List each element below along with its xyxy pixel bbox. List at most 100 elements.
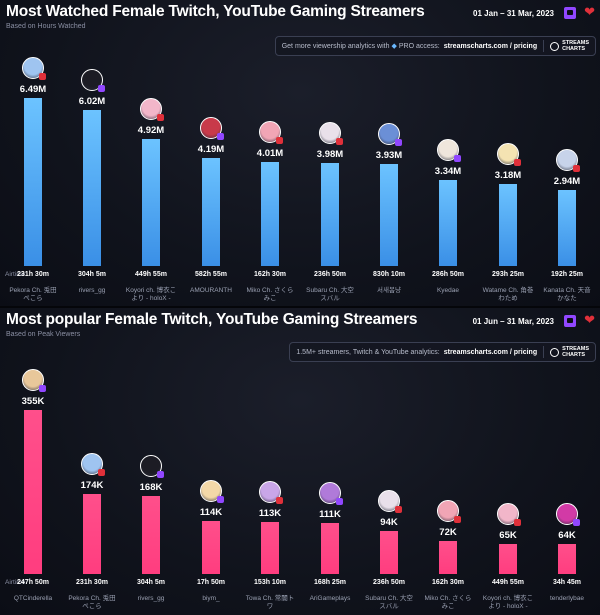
promo-link[interactable]: streamscharts.com / pricing: [443, 348, 538, 356]
bar-value-label: 4.92M: [137, 125, 165, 136]
promo-divider: [543, 346, 545, 358]
streamer-name: Koyori ch. 博衣こより - holoX -: [482, 595, 534, 610]
chart-panel-hours-watched: Most Watched Female Twitch, YouTube Gami…: [0, 0, 600, 307]
bar[interactable]: [83, 494, 101, 574]
platform-badge-icon: [454, 155, 461, 162]
streamer-avatar[interactable]: [81, 453, 103, 475]
bar[interactable]: [24, 98, 42, 266]
streamer-avatar[interactable]: [556, 503, 578, 525]
bar[interactable]: [439, 541, 457, 574]
streamer-name: Kanata Ch. 天音かなた: [543, 287, 591, 302]
bar[interactable]: [380, 164, 398, 266]
streamer-avatar[interactable]: [319, 122, 341, 144]
bar[interactable]: [499, 544, 517, 574]
platform-badge-icon: [217, 496, 224, 503]
streamer-avatar[interactable]: [200, 117, 222, 139]
streamer-name: biym_: [202, 595, 220, 602]
bar[interactable]: [321, 163, 339, 266]
bar-value-label: 3.93M: [375, 150, 403, 161]
airtime-value: 449h 55m: [135, 271, 167, 278]
platform-badge-icon: [395, 139, 402, 146]
airtime-value: 34h 45m: [552, 579, 582, 586]
bar-value-label: 3.34M: [434, 166, 462, 177]
platform-badge-icon: [39, 385, 46, 392]
bar[interactable]: [142, 496, 160, 574]
streamer-avatar[interactable]: [497, 143, 519, 165]
streamer-name: rivers_gg: [78, 287, 106, 294]
bar[interactable]: [261, 162, 279, 266]
streamer-name: Miko Ch. さくらみこ: [246, 287, 294, 302]
chart-title: Most Watched Female Twitch, YouTube Gami…: [6, 3, 425, 20]
chart-title: Most popular Female Twitch, YouTube Gami…: [6, 311, 418, 328]
youtube-heart-icon: ❤: [584, 4, 595, 19]
bar[interactable]: [202, 521, 220, 574]
streamer-name: Koyori ch. 博衣こより - holoX -: [125, 287, 177, 302]
chart-panel-peak-viewers: Most popular Female Twitch, YouTube Gami…: [0, 308, 600, 615]
bar[interactable]: [439, 180, 457, 266]
platform-badge-icon: [276, 497, 283, 504]
platform-badge-icon: [514, 519, 521, 526]
twitch-icon: [564, 7, 576, 19]
airtime-value: 162h 30m: [254, 271, 286, 278]
bar-value-label: 113K: [258, 508, 282, 519]
streamer-avatar[interactable]: [497, 503, 519, 525]
bar[interactable]: [321, 523, 339, 574]
promo-divider: [543, 40, 545, 52]
bar[interactable]: [558, 190, 576, 266]
promo-link[interactable]: streamscharts.com / pricing: [443, 42, 538, 50]
streamer-avatar[interactable]: [200, 480, 222, 502]
promo-banner[interactable]: Get more viewership analytics with ◆ PRO…: [274, 36, 596, 56]
streamer-avatar[interactable]: [437, 500, 459, 522]
streamer-avatar[interactable]: [556, 149, 578, 171]
streamer-avatar[interactable]: [259, 481, 281, 503]
promo-text: 1.5M+ streamers, Twitch & YouTube analyt…: [296, 348, 440, 356]
bar[interactable]: [24, 410, 42, 574]
bar[interactable]: [558, 544, 576, 574]
bar-value-label: 64K: [558, 530, 576, 541]
streamer-name: Miko Ch. さくらみこ: [424, 595, 472, 610]
streamer-avatar[interactable]: [319, 482, 341, 504]
date-range: 01 Jun – 31 Mar, 2023: [472, 317, 554, 326]
platform-badge-icon: [98, 85, 105, 92]
airtime-value: 582h 55m: [195, 271, 227, 278]
airtime-value: 293h 25m: [492, 271, 524, 278]
platform-badge-icon: [454, 516, 461, 523]
bar-value-label: 94K: [380, 517, 398, 528]
streamer-name: Kyedae: [436, 287, 460, 294]
platform-badge-icon: [276, 137, 283, 144]
bar-value-label: 65K: [499, 530, 517, 541]
bar[interactable]: [142, 139, 160, 266]
airtime-value: 17h 50m: [196, 579, 226, 586]
bar[interactable]: [499, 184, 517, 266]
streamer-avatar[interactable]: [140, 455, 162, 477]
bar[interactable]: [202, 158, 220, 266]
bar[interactable]: [380, 531, 398, 574]
youtube-heart-icon: ❤: [584, 312, 595, 327]
streamer-name: Towa Ch. 常闇トワ: [245, 595, 295, 610]
streamer-avatar[interactable]: [22, 57, 44, 79]
bar[interactable]: [261, 522, 279, 574]
streamer-avatar[interactable]: [259, 121, 281, 143]
streamer-avatar[interactable]: [81, 69, 103, 91]
airtime-value: 231h 30m: [76, 579, 108, 586]
streamer-avatar[interactable]: [22, 369, 44, 391]
platform-badge-icon: [336, 138, 343, 145]
bar-value-label: 174K: [80, 480, 104, 491]
streamer-name: Subaru Ch. 大空スバル: [365, 595, 413, 610]
chart-subtitle: Based on Peak Viewers: [6, 331, 81, 338]
streamer-avatar[interactable]: [437, 139, 459, 161]
streamer-name: QTCinderella: [13, 595, 53, 602]
platform-badge-icon: [157, 471, 164, 478]
platform-badge-icon: [217, 133, 224, 140]
bar-value-label: 4.01M: [256, 148, 284, 159]
bar-value-label: 3.18M: [494, 170, 522, 181]
airtime-value: 236h 50m: [314, 271, 346, 278]
streamer-avatar[interactable]: [378, 490, 400, 512]
bar[interactable]: [83, 110, 101, 266]
streamer-avatar[interactable]: [140, 98, 162, 120]
promo-banner[interactable]: 1.5M+ streamers, Twitch & YouTube analyt…: [289, 342, 596, 362]
date-range: 01 Jan – 31 Mar, 2023: [473, 9, 554, 18]
streamer-avatar[interactable]: [378, 123, 400, 145]
airtime-value: 247h 50m: [17, 579, 49, 586]
streams-charts-logo-icon: [550, 347, 560, 357]
